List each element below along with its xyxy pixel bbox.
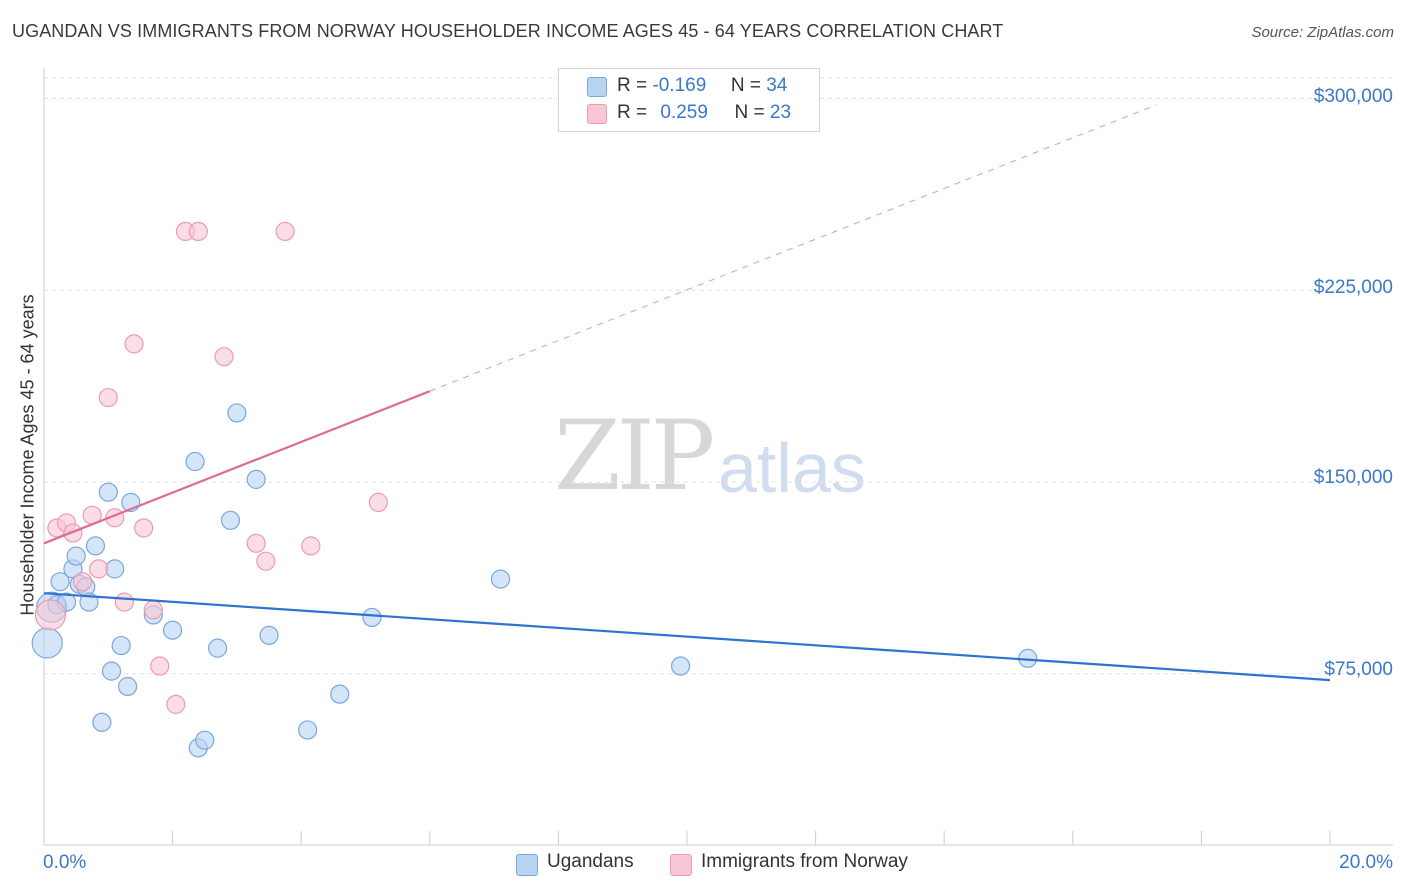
norway-point-6: [89, 559, 109, 579]
legend-blue-swatch: [516, 854, 538, 876]
y-axis-label: Householder Income Ages 45 - 64 years: [17, 294, 38, 616]
ugandan-point-16: [117, 676, 138, 697]
ugandan-point-26: [246, 469, 266, 489]
blue-n-label: N =: [730, 75, 761, 96]
norway-point-20: [275, 221, 295, 241]
blue-stats-row: R = -0.169 N = 34: [617, 75, 787, 101]
y-tick-label-75000: $75,000: [1324, 659, 1393, 680]
ugandan-point-25: [227, 403, 247, 423]
ugandan-point-30: [362, 607, 382, 628]
watermark-zip: ZIP: [554, 400, 715, 512]
ugandan-point-11: [92, 712, 112, 732]
y-tick-label-150000: $150,000: [1313, 467, 1393, 488]
ugandan-point-23: [208, 638, 228, 658]
norway-point-16: [188, 221, 208, 241]
pink-n-value: 23: [769, 102, 792, 123]
pink-swatch: [587, 104, 607, 124]
ugandan-point-20: [185, 451, 205, 472]
ugandan-point-13: [101, 661, 122, 681]
ugandan-point-15: [111, 635, 131, 656]
norway-point-17: [214, 347, 234, 367]
norway-point-7: [98, 387, 118, 408]
ugandan-point-27: [259, 625, 279, 645]
norway-point-10: [124, 334, 144, 354]
watermark-atlas: atlas: [718, 429, 866, 507]
ugandan-point-28: [298, 720, 318, 740]
legend-item-norway: Immigrants from Norway: [670, 851, 908, 876]
norway-point-21: [301, 536, 321, 556]
norway-point-18: [246, 533, 266, 553]
ugandan-point-22: [195, 730, 215, 750]
chart-title: UGANDAN VS IMMIGRANTS FROM NORWAY HOUSEH…: [12, 21, 1004, 41]
blue-n-value: 34: [766, 75, 788, 96]
ugandan-point-14: [105, 559, 125, 579]
stats-legend-box: R = -0.169 N = 34 R = 0.259 N = 23: [558, 68, 820, 132]
norway-point-4: [72, 572, 93, 592]
norway-point-22: [368, 492, 388, 513]
legend-blue-label: Ugandans: [547, 851, 634, 872]
legend-item-ugandans: Ugandans: [516, 851, 634, 876]
blue-swatch: [587, 77, 607, 97]
norway-trend-line: [43, 390, 431, 545]
x-tick-label-min: 0.0%: [43, 852, 87, 873]
norway-trend-extension: [429, 104, 1157, 392]
norway-point-13: [150, 656, 170, 676]
ugandan-point-10: [85, 536, 106, 556]
blue-r-value: -0.169: [652, 75, 707, 96]
norway-point-3: [63, 523, 83, 543]
pink-n-label: N =: [734, 102, 765, 123]
norway-point-9: [114, 592, 134, 612]
ugandan-point-12: [98, 482, 118, 502]
x-tick-label-max: 20.0%: [1339, 852, 1393, 873]
ugandan-point-3: [50, 572, 70, 592]
legend-pink-swatch: [670, 854, 692, 876]
y-tick-label-225000: $225,000: [1313, 277, 1393, 298]
pink-r-label: R =: [617, 102, 648, 123]
y-tick-label-300000: $300,000: [1313, 86, 1393, 107]
ugandan-point-32: [670, 656, 691, 676]
source-label: Source: ZipAtlas.com: [1251, 24, 1394, 41]
pink-r-value: 0.259: [660, 102, 708, 123]
ugandan-point-0: [31, 627, 63, 659]
ugandan-point-31: [490, 569, 511, 589]
ugandan-trend-line: [43, 592, 1331, 682]
ugandan-point-29: [330, 684, 350, 704]
norway-point-14: [166, 694, 186, 714]
ugandan-point-6: [66, 546, 86, 566]
ugandan-point-19: [163, 620, 183, 640]
norway-point-12: [143, 600, 163, 620]
norway-point-0: [34, 599, 67, 631]
legend-pink-label: Immigrants from Norway: [701, 851, 908, 872]
norway-point-11: [134, 518, 154, 538]
blue-r-label: R =: [617, 75, 648, 96]
norway-point-19: [256, 551, 276, 571]
pink-stats-row: R = 0.259 N = 23: [617, 102, 791, 128]
ugandan-point-24: [220, 510, 241, 530]
